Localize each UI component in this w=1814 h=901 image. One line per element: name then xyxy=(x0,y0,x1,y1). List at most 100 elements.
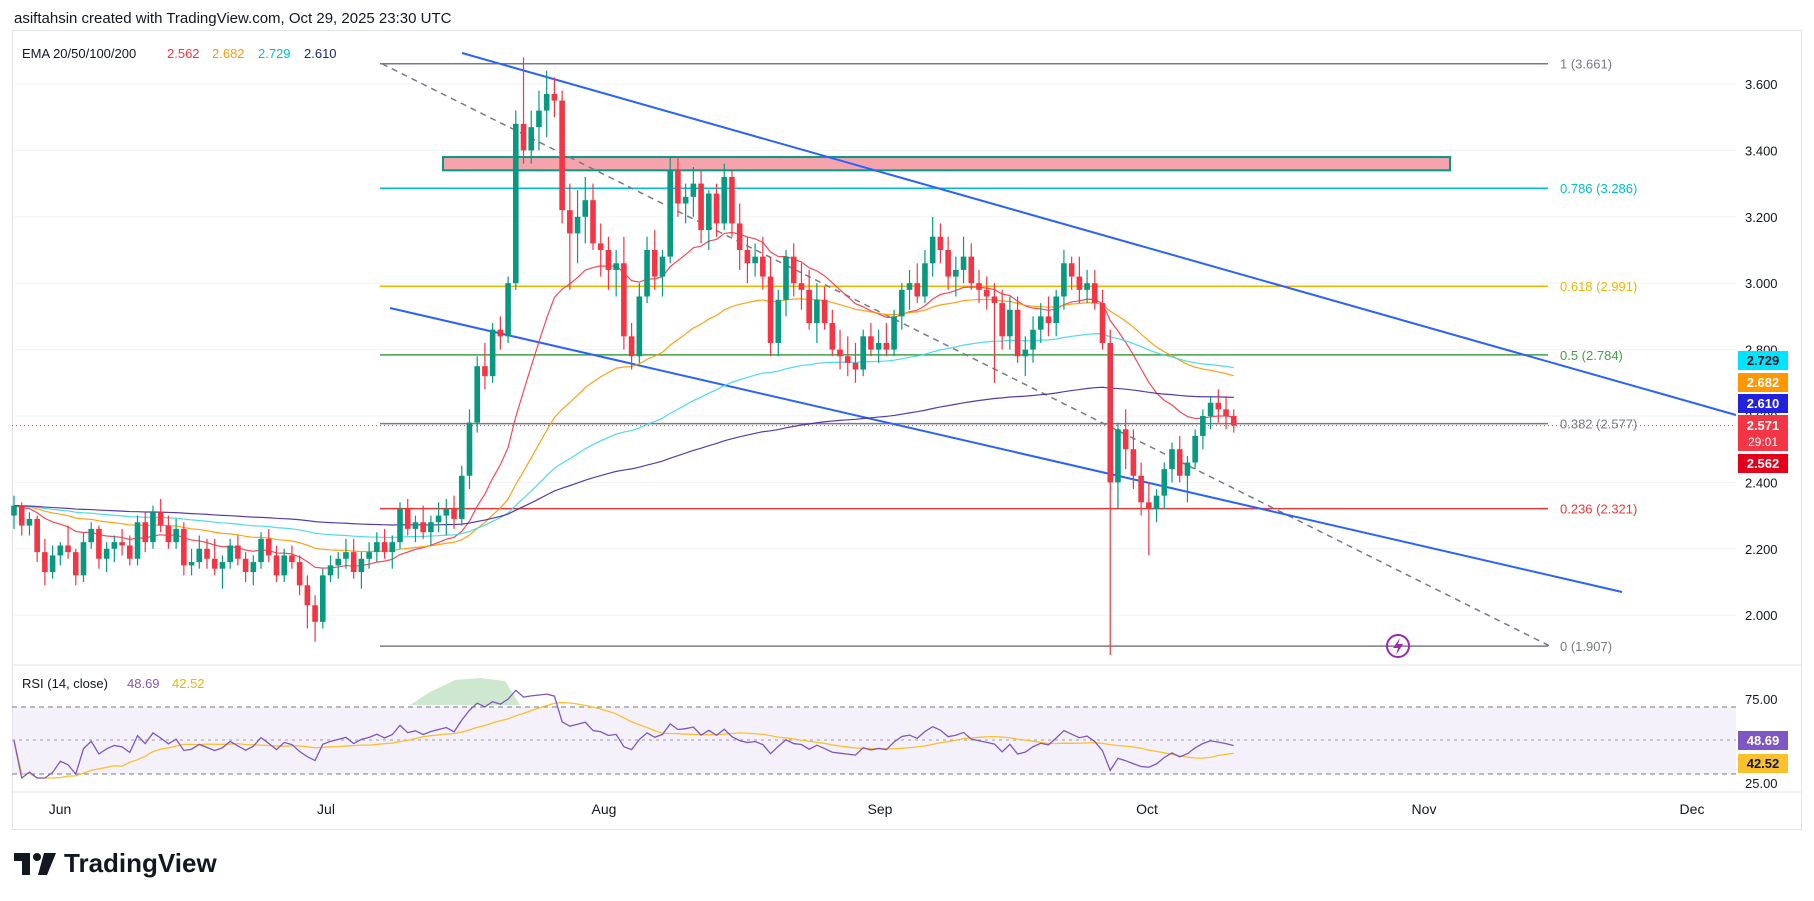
rsi-overbought-fill xyxy=(410,678,520,705)
candle-body xyxy=(922,263,928,297)
fib-diagonal-line xyxy=(381,63,1551,647)
y-tick-label: 3.000 xyxy=(1745,276,1778,291)
tradingview-brand[interactable]: TradingView xyxy=(14,848,217,879)
candle-body xyxy=(929,236,936,264)
candle-body xyxy=(1122,429,1129,450)
candle-body xyxy=(26,518,33,526)
candle-body xyxy=(466,422,473,476)
candle-body xyxy=(296,562,303,586)
rsi-legend-ma: 42.52 xyxy=(172,676,205,691)
candle-body xyxy=(821,299,828,324)
candle-body xyxy=(142,522,149,543)
candle-body xyxy=(458,475,465,519)
rsi-tick-25: 25.00 xyxy=(1745,776,1778,791)
chart-frame xyxy=(12,30,1802,830)
tradingview-logo-icon xyxy=(14,852,56,875)
fib-label-0618: 0.618 (2.991) xyxy=(1560,279,1637,294)
candle-body xyxy=(188,562,195,566)
candle-body xyxy=(1107,342,1114,483)
candle-body xyxy=(628,336,635,357)
x-label-aug: Aug xyxy=(592,801,617,817)
candle-body xyxy=(1138,475,1144,503)
y-tick-label: 2.000 xyxy=(1745,608,1778,623)
candle-body xyxy=(551,93,558,101)
candle-body xyxy=(906,283,913,290)
candle-body xyxy=(420,522,426,533)
candle-body xyxy=(1076,276,1083,290)
ema200-badge-bg xyxy=(1738,394,1788,413)
candle-body xyxy=(497,329,504,337)
candle-body xyxy=(814,299,820,324)
fib-label-0786: 0.786 (3.286) xyxy=(1560,181,1637,196)
candle-body xyxy=(960,256,967,270)
candle-body xyxy=(1099,303,1106,343)
candle-body xyxy=(868,336,874,350)
candle-body xyxy=(1092,283,1098,304)
candle-body xyxy=(134,522,141,559)
candle-body xyxy=(1130,449,1137,476)
candle-body xyxy=(721,176,728,224)
candle-body xyxy=(34,518,40,553)
candle-body xyxy=(621,263,627,337)
candle-body xyxy=(211,558,218,569)
candle-body xyxy=(88,528,94,543)
candle-body xyxy=(157,512,164,526)
resistance-zone xyxy=(442,156,1451,172)
candle-body xyxy=(350,552,357,573)
candle-body xyxy=(1207,402,1214,416)
candle-body xyxy=(150,512,156,543)
candle-body xyxy=(343,552,349,559)
x-label-jul: Jul xyxy=(317,801,335,817)
price-axis: 3.6003.4003.2003.0002.8002.6002.4002.200… xyxy=(1745,77,1778,623)
candle-body xyxy=(235,545,241,559)
ema50-badge-bg xyxy=(1738,373,1788,392)
candle-body xyxy=(1068,263,1075,277)
candle-body xyxy=(651,250,658,277)
candle-body xyxy=(1192,435,1198,463)
ema200-badge: 2.610 xyxy=(1747,396,1780,411)
tradingview-wordmark: TradingView xyxy=(64,848,217,878)
candle-body xyxy=(489,329,496,377)
candle-body xyxy=(953,269,959,277)
alert-flash-icon[interactable] xyxy=(1386,634,1410,658)
price-badges: 2.729 2.682 2.610 2.571 29:01 2.562 xyxy=(1738,351,1788,473)
rsi-badge-bg xyxy=(1738,731,1788,750)
lower-trendline xyxy=(389,307,1623,593)
y-tick-label: 3.200 xyxy=(1745,210,1778,225)
candle-body xyxy=(559,100,565,211)
candle-body xyxy=(289,555,295,563)
rsi-ma-line xyxy=(13,701,1234,779)
fib-label-0: 0 (1.907) xyxy=(1560,639,1612,654)
fib-label-0236: 0.236 (2.321) xyxy=(1560,502,1637,517)
candle-body xyxy=(806,289,812,324)
candle-body xyxy=(760,256,766,277)
candle-body xyxy=(1184,462,1191,476)
candle-body xyxy=(258,538,264,563)
candle-body xyxy=(891,316,897,350)
ema50-badge: 2.682 xyxy=(1747,375,1780,390)
candle-body xyxy=(242,558,249,573)
attribution-header: asiftahsin created with TradingView.com,… xyxy=(14,10,452,27)
rsi-ma-badge-bg xyxy=(1738,754,1788,773)
candle-body xyxy=(173,528,179,543)
candle-body xyxy=(991,296,998,304)
candle-body xyxy=(798,283,805,290)
candle-body xyxy=(590,200,596,244)
x-label-nov: Nov xyxy=(1412,801,1437,817)
candle-body xyxy=(698,183,704,231)
y-tick-label: 3.600 xyxy=(1745,77,1778,92)
ema100-badge: 2.729 xyxy=(1747,353,1780,368)
rsi-line xyxy=(13,689,1234,780)
candle-body xyxy=(482,366,488,377)
candle-body xyxy=(389,542,396,553)
candle-body xyxy=(281,555,287,576)
candle-body xyxy=(1161,469,1168,496)
candle-body xyxy=(682,196,689,204)
candle-body xyxy=(358,558,365,573)
candle-body xyxy=(1045,316,1052,324)
candle-body xyxy=(513,123,519,284)
candle-body xyxy=(883,342,890,350)
candle-body xyxy=(49,555,56,573)
last-price-badge-bg xyxy=(1738,415,1788,451)
